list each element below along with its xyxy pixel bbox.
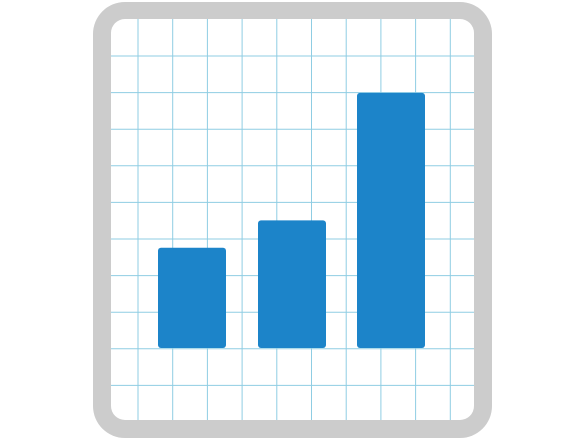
bars-group bbox=[158, 92, 425, 349]
grid-lines bbox=[111, 19, 474, 420]
bar-3 bbox=[357, 92, 425, 349]
bar-2 bbox=[258, 220, 326, 348]
bar-1 bbox=[158, 247, 226, 348]
